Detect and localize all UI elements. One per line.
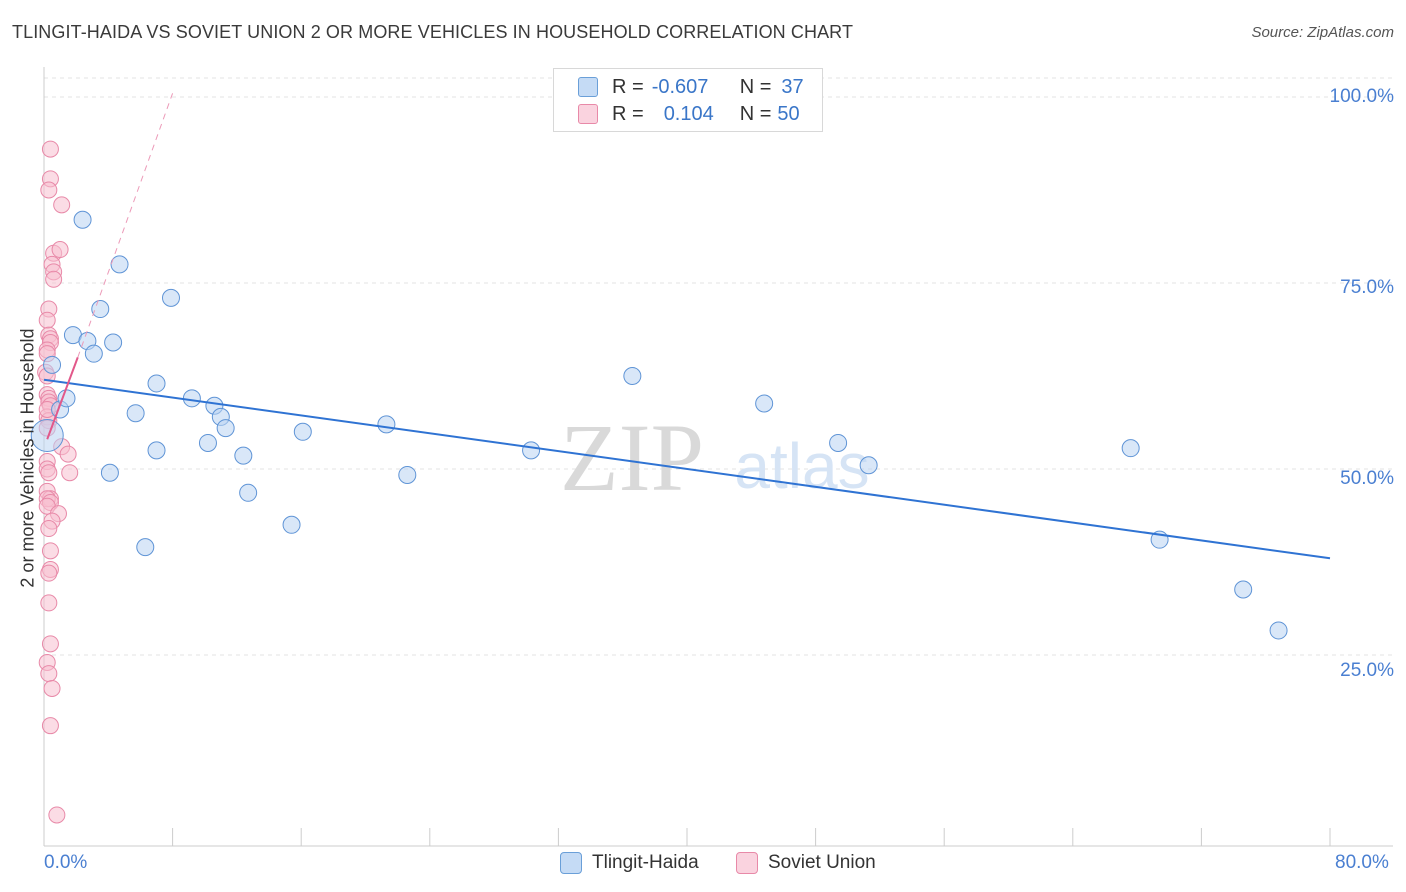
point-soviet-union [51,241,69,259]
legend-n-label: N = [739,75,772,98]
point-tlingit-haida [1121,439,1140,458]
legend-r-label: R = [612,102,644,125]
point-tlingit-haida [293,422,312,441]
point-soviet-union [40,564,58,582]
watermark-zip: ZIP [560,404,704,511]
point-tlingit-haida [282,515,301,534]
trend-line-tlingit-haida [43,378,1331,560]
point-tlingit-haida [234,446,253,465]
legend-r-label: R = [612,75,644,98]
watermark: ZIP atlas [560,404,870,511]
point-tlingit-haida [30,419,64,453]
point-tlingit-haida [829,433,848,452]
point-soviet-union [41,140,59,158]
point-tlingit-haida [1234,580,1253,599]
point-soviet-union [40,181,58,199]
point-tlingit-haida [136,538,155,557]
point-soviet-union [43,679,61,697]
trend-line-soviet-union [46,357,79,440]
point-tlingit-haida [100,463,119,482]
legend-swatch-tlingit-haida [578,77,598,97]
y-axis-title: 2 or more Vehicles in Household [17,328,38,588]
point-soviet-union [53,196,71,214]
trend-lines [43,93,1331,560]
legend-r-value: -0.607 [651,75,709,98]
point-tlingit-haida [104,333,123,352]
point-tlingit-haida [522,441,541,460]
point-soviet-union [41,717,59,735]
point-tlingit-haida [623,367,642,385]
point-soviet-union [40,665,58,683]
point-soviet-union [40,464,58,482]
point-tlingit-haida [182,389,201,408]
point-tlingit-haida [398,465,417,484]
watermark-atlas: atlas [734,430,869,502]
legend-swatch-tlingit-haida [560,852,582,874]
point-soviet-union [40,520,58,538]
point-soviet-union [38,311,56,329]
legend-item-tlingit-haida: Tlingit-Haida [560,852,699,874]
point-tlingit-haida [216,419,235,438]
point-tlingit-haida [1269,621,1288,640]
point-soviet-union [48,806,66,824]
legend-row-soviet-union: R = 0.104 N = 50 [578,102,800,126]
y-tick-label: 100.0% [1329,86,1394,107]
point-tlingit-haida [91,300,110,319]
x-tick-label-min: 0.0% [44,852,88,873]
point-soviet-union [41,542,59,560]
trend-extension-soviet-union [77,93,174,358]
legend-label-soviet-union: Soviet Union [768,852,876,873]
point-soviet-union [40,594,58,612]
point-tlingit-haida [147,374,166,393]
stats-legend: R = -0.607 N = 37 R = 0.104 N = 50 [553,68,823,132]
point-tlingit-haida [73,210,92,229]
point-tlingit-haida [43,355,62,374]
point-tlingit-haida [377,415,396,434]
point-tlingit-haida [110,255,129,274]
series-legend: Tlingit-Haida Soviet Union [0,852,1406,878]
gridlines [44,77,1393,656]
point-soviet-union [45,270,63,288]
x-tick-label-max: 80.0% [1335,852,1389,873]
point-soviet-union [59,445,77,463]
point-tlingit-haida [859,456,878,475]
y-tick-label: 75.0% [1340,277,1394,298]
legend-row-tlingit-haida: R = -0.607 N = 37 [578,75,804,99]
legend-swatch-soviet-union [578,104,598,124]
point-soviet-union [41,635,59,653]
y-tick-label: 50.0% [1340,468,1394,489]
legend-item-soviet-union: Soviet Union [736,852,876,874]
legend-n-label: N = [739,102,772,125]
point-soviet-union [61,464,79,482]
point-tlingit-haida [198,433,217,452]
point-tlingit-haida [126,404,145,423]
legend-label-tlingit-haida: Tlingit-Haida [592,852,699,873]
source-credit: Source: ZipAtlas.com [1251,24,1394,41]
point-tlingit-haida [84,344,103,363]
legend-n-value: 37 [781,75,804,98]
series-tlingit-haida [30,210,1288,640]
y-tick-label: 25.0% [1340,660,1394,681]
point-tlingit-haida [755,394,774,413]
chart-title: TLINGIT-HAIDA VS SOVIET UNION 2 OR MORE … [12,22,854,42]
point-tlingit-haida [147,441,166,460]
legend-swatch-soviet-union [736,852,758,874]
legend-n-value: 50 [777,102,800,125]
point-tlingit-haida [161,288,180,307]
point-tlingit-haida [239,483,258,502]
legend-r-value: 0.104 [663,102,714,125]
